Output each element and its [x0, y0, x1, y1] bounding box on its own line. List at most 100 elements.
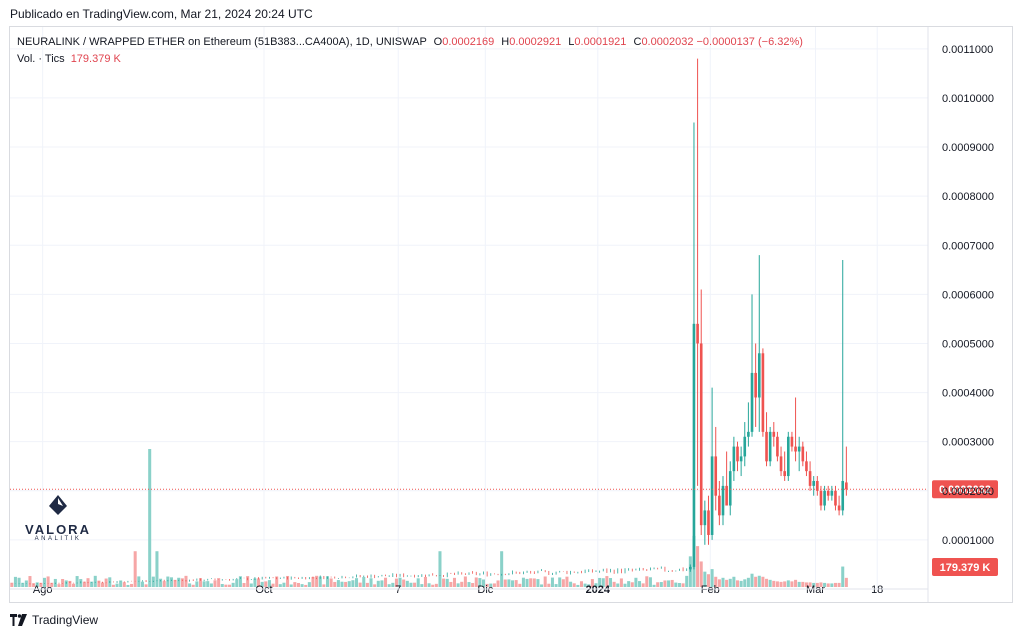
volume-bar — [355, 578, 359, 587]
time-tick-label: Feb — [701, 584, 720, 596]
volume-bar — [101, 582, 105, 587]
valora-logo-subtitle: ANALITIK — [34, 536, 82, 542]
volume-bar — [685, 575, 689, 587]
volume-bar — [656, 582, 660, 587]
volume-bar — [830, 583, 834, 587]
volume-bar — [598, 577, 602, 587]
volume-bar — [710, 569, 714, 587]
candle-body — [805, 461, 808, 472]
tradingview-logo-icon — [10, 614, 27, 626]
candle-body — [830, 490, 834, 496]
volume-bar — [427, 583, 431, 587]
volume-bar — [148, 449, 152, 587]
volume-bar — [725, 579, 729, 587]
footer-brand[interactable]: TradingView — [10, 613, 98, 627]
volume-value: 179.379 K — [70, 53, 121, 65]
candle-body — [819, 490, 823, 506]
volume-bar — [786, 580, 790, 587]
volume-bar — [558, 577, 562, 587]
volume-bar — [503, 579, 507, 587]
volume-bar — [677, 582, 681, 587]
volume-bar — [311, 576, 315, 587]
candle-body — [725, 485, 728, 506]
volume-bar — [768, 579, 772, 587]
volume-bar — [536, 579, 540, 587]
volume-bar — [402, 579, 406, 587]
volume-bar — [565, 576, 569, 587]
volume-bar — [500, 551, 504, 587]
volume-bar — [235, 579, 239, 587]
volume-bar — [779, 581, 783, 587]
volume-bar — [358, 582, 362, 587]
volume-bar — [322, 584, 326, 587]
volume-bar — [667, 580, 671, 587]
volume-bar — [442, 578, 446, 587]
volume-bar — [790, 581, 794, 587]
volume-bar — [507, 579, 511, 587]
legend-symbol[interactable]: NEURALINK / WRAPPED ETHER on Ethereum (5… — [17, 36, 427, 48]
volume-bar — [663, 580, 667, 587]
volume-bar — [351, 580, 355, 587]
volume-bar — [365, 582, 369, 587]
volume-bar — [231, 582, 235, 587]
volume-bar — [140, 581, 144, 587]
candle-body — [772, 431, 776, 437]
volume-bar — [336, 580, 340, 587]
candle-body — [699, 343, 703, 526]
volume-bar — [387, 584, 391, 587]
volume-bar — [42, 577, 46, 587]
volume-bar — [467, 582, 471, 587]
volume-bar — [300, 584, 304, 587]
volume-bar — [554, 584, 558, 587]
volume-bar — [478, 578, 482, 587]
volume-label[interactable]: Vol. · Tics — [17, 53, 65, 65]
candle-body — [812, 480, 816, 486]
volume-bar — [746, 577, 750, 587]
volume-bar — [162, 581, 166, 587]
candle-body — [837, 505, 841, 511]
volume-bar — [583, 583, 587, 587]
volume-badge — [932, 558, 998, 576]
candle-body — [703, 510, 707, 526]
volume-bar — [572, 583, 576, 587]
low-label: L — [568, 36, 575, 48]
chart-legend: NEURALINK / WRAPPED ETHER on Ethereum (5… — [17, 34, 803, 68]
volume-bar — [398, 577, 402, 587]
time-tick-label: 2024 — [586, 584, 611, 596]
volume-bar — [198, 578, 203, 587]
volume-bar — [485, 583, 489, 587]
close-value: 0.0002032 — [641, 36, 694, 48]
volume-bar — [696, 546, 700, 587]
volume-bar — [594, 583, 598, 587]
volume-bar — [765, 578, 769, 587]
volume-bar — [213, 580, 217, 587]
chart-frame[interactable]: 0.0002032 179.379 K 0.0001000 0.0002000 0.0… — [9, 26, 1013, 603]
volume-bar — [511, 580, 515, 587]
volume-bar — [481, 579, 486, 587]
volume-bar — [122, 582, 126, 587]
volume-bar — [630, 582, 634, 587]
candle-body — [728, 471, 732, 506]
volume-bar — [362, 576, 366, 587]
legend-volume-line: Vol. · Tics 179.379 K — [17, 51, 803, 68]
volume-bar — [130, 583, 134, 587]
volume-bar — [471, 583, 475, 587]
volume-bar — [278, 584, 282, 587]
volume-bar — [823, 582, 827, 587]
volume-bar — [449, 581, 453, 587]
volume-bar — [137, 576, 141, 587]
price-tick-label: 0.0010000 — [942, 93, 994, 105]
volume-bar — [329, 578, 333, 587]
candle-body — [765, 431, 768, 462]
candle-body — [794, 446, 797, 452]
volume-bar — [293, 582, 297, 587]
volume-bar — [68, 580, 72, 587]
time-axis: Ago Oct 7 Dic 2024 Feb Mar 18 — [10, 584, 928, 596]
volume-bar — [246, 576, 250, 587]
volume-bar — [623, 583, 627, 587]
volume-bar — [296, 582, 300, 587]
candle-body — [790, 436, 794, 447]
volume-bar — [743, 579, 747, 587]
volume-bar — [188, 583, 192, 587]
